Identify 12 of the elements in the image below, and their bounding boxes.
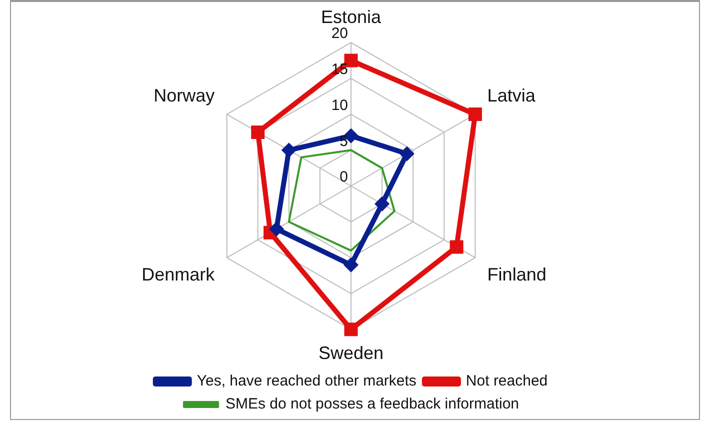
spoke-label: Sweden [318, 343, 384, 364]
legend-label: SMEs do not posses a feedback information [226, 396, 519, 413]
legend-label: Not reached [466, 372, 548, 390]
y-tick-label: 0 [340, 168, 348, 186]
spoke-label: Latvia [487, 85, 536, 106]
spoke-label: Denmark [142, 264, 216, 284]
spoke-label: Finland [487, 264, 546, 284]
y-tick-label: 20 [331, 25, 348, 42]
spoke-label: Norway [154, 85, 215, 106]
y-tick-label: 10 [331, 96, 348, 114]
spoke-label: Estonia [320, 6, 382, 27]
legend-label: Yes, have reached other markets [196, 372, 416, 390]
